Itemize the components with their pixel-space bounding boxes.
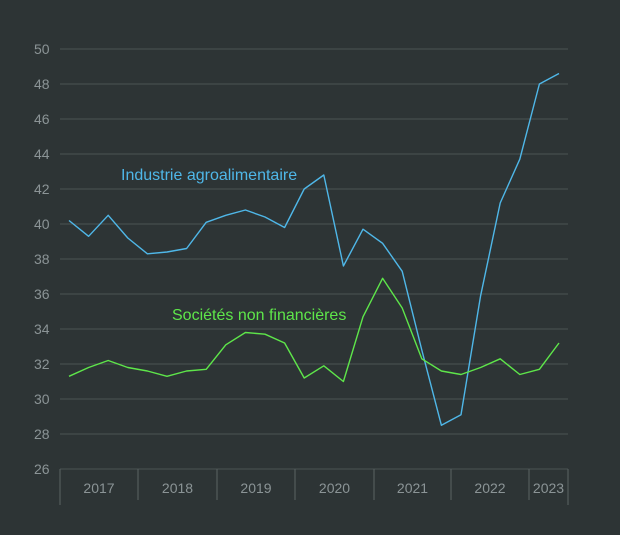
series-line-0: [68, 72, 560, 426]
series-label-industrie-agroalimentaire: Industrie agroalimentaire: [121, 167, 297, 184]
series-labels: Industrie agroalimentaire Sociétés non f…: [121, 167, 346, 324]
y-axis: 26 28 30 32 34 36 38 40 42 44 46 48 50: [34, 41, 50, 477]
y-tick-label: 28: [34, 426, 50, 442]
y-tick-label: 46: [34, 111, 50, 127]
y-tick-label: 48: [34, 76, 50, 92]
y-tick-label: 42: [34, 181, 50, 197]
y-tick-label: 44: [34, 146, 50, 162]
y-tick-label: 26: [34, 461, 50, 477]
x-tick-label-2017: 2017: [83, 480, 114, 496]
y-tick-label: 50: [34, 41, 50, 57]
x-tick-label-2018: 2018: [162, 480, 193, 496]
y-tick-label: 30: [34, 391, 50, 407]
x-tick-label-2020: 2020: [319, 480, 350, 496]
x-axis: 2017 2018 2019 2020 2021 2022 2023: [59, 469, 569, 505]
series-label-societes-non-financieres: Sociétés non financières: [172, 307, 346, 324]
x-tick-label-2021: 2021: [397, 480, 428, 496]
grid-layer: [60, 48, 568, 470]
x-tick-label-2019: 2019: [240, 480, 271, 496]
series-layer: [68, 72, 560, 426]
y-tick-label: 38: [34, 251, 50, 267]
y-tick-label: 32: [34, 356, 50, 372]
x-tick-label-2022: 2022: [474, 480, 505, 496]
series-line-1: [68, 277, 560, 383]
x-tick-label-2023: 2023: [533, 480, 564, 496]
y-tick-label: 34: [34, 321, 50, 337]
y-tick-label: 40: [34, 216, 50, 232]
y-tick-label: 36: [34, 286, 50, 302]
